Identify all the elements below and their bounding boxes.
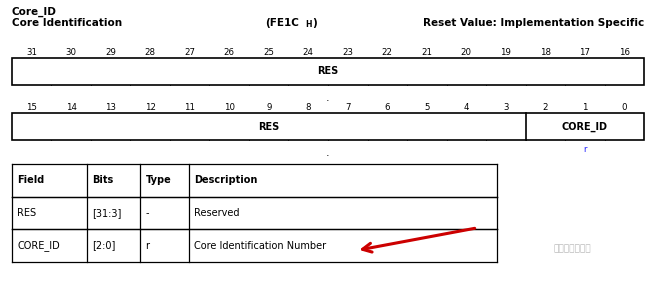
Text: Reset Value: Implementation Specific: Reset Value: Implementation Specific [423, 18, 644, 28]
Text: Reserved: Reserved [194, 208, 239, 218]
Text: 10: 10 [224, 103, 235, 112]
Text: Core Identification: Core Identification [12, 18, 122, 28]
Text: 4: 4 [464, 103, 469, 112]
Text: 31: 31 [26, 48, 37, 57]
Text: 20: 20 [461, 48, 472, 57]
Text: CORE_ID: CORE_ID [17, 240, 60, 251]
Text: [31:3]: [31:3] [92, 208, 122, 218]
Bar [12, 113, 644, 140]
Text: 6: 6 [385, 103, 390, 112]
Text: -: - [146, 208, 149, 218]
Text: r: r [583, 145, 587, 154]
Text: [2:0]: [2:0] [92, 241, 116, 250]
Text: 3: 3 [503, 103, 509, 112]
Text: Description: Description [194, 175, 258, 185]
Text: 16: 16 [619, 48, 630, 57]
Text: 22: 22 [382, 48, 393, 57]
Text: 19: 19 [500, 48, 511, 57]
Text: Field: Field [17, 175, 44, 185]
Text: 30: 30 [65, 48, 77, 57]
Text: (FE1C: (FE1C [265, 18, 299, 28]
Text: 9: 9 [266, 103, 271, 112]
Text: Type: Type [146, 175, 171, 185]
Text: 15: 15 [26, 103, 37, 112]
Text: 0: 0 [622, 103, 627, 112]
Text: 24: 24 [303, 48, 314, 57]
Text: .: . [326, 148, 330, 158]
Text: 26: 26 [224, 48, 235, 57]
Text: RES: RES [17, 208, 36, 218]
Text: 12: 12 [145, 103, 156, 112]
Text: 18: 18 [540, 48, 551, 57]
Text: 27: 27 [184, 48, 195, 57]
Text: 1: 1 [582, 103, 588, 112]
Text: 17: 17 [579, 48, 591, 57]
Text: 25: 25 [263, 48, 274, 57]
Text: RES: RES [317, 67, 339, 76]
Text: ): ) [313, 18, 317, 28]
Text: RES: RES [258, 122, 279, 132]
Text: Bits: Bits [92, 175, 114, 185]
Text: 8: 8 [305, 103, 311, 112]
Bar [12, 58, 644, 85]
Text: 29: 29 [105, 48, 116, 57]
Text: 28: 28 [145, 48, 156, 57]
Text: H: H [305, 20, 312, 29]
Text: 14: 14 [65, 103, 77, 112]
Text: r: r [146, 241, 150, 250]
Text: Core_ID: Core_ID [12, 7, 57, 17]
Text: 23: 23 [342, 48, 353, 57]
Text: CORE_ID: CORE_ID [562, 121, 608, 132]
Text: Core Identification Number: Core Identification Number [194, 241, 326, 250]
Text: 21: 21 [421, 48, 432, 57]
Text: 7: 7 [345, 103, 351, 112]
Text: 5: 5 [424, 103, 430, 112]
Text: 汽车与基础软件: 汽车与基础软件 [553, 245, 591, 254]
Text: 2: 2 [543, 103, 548, 112]
Text: 11: 11 [184, 103, 195, 112]
Text: 13: 13 [105, 103, 116, 112]
Text: .: . [326, 93, 330, 103]
